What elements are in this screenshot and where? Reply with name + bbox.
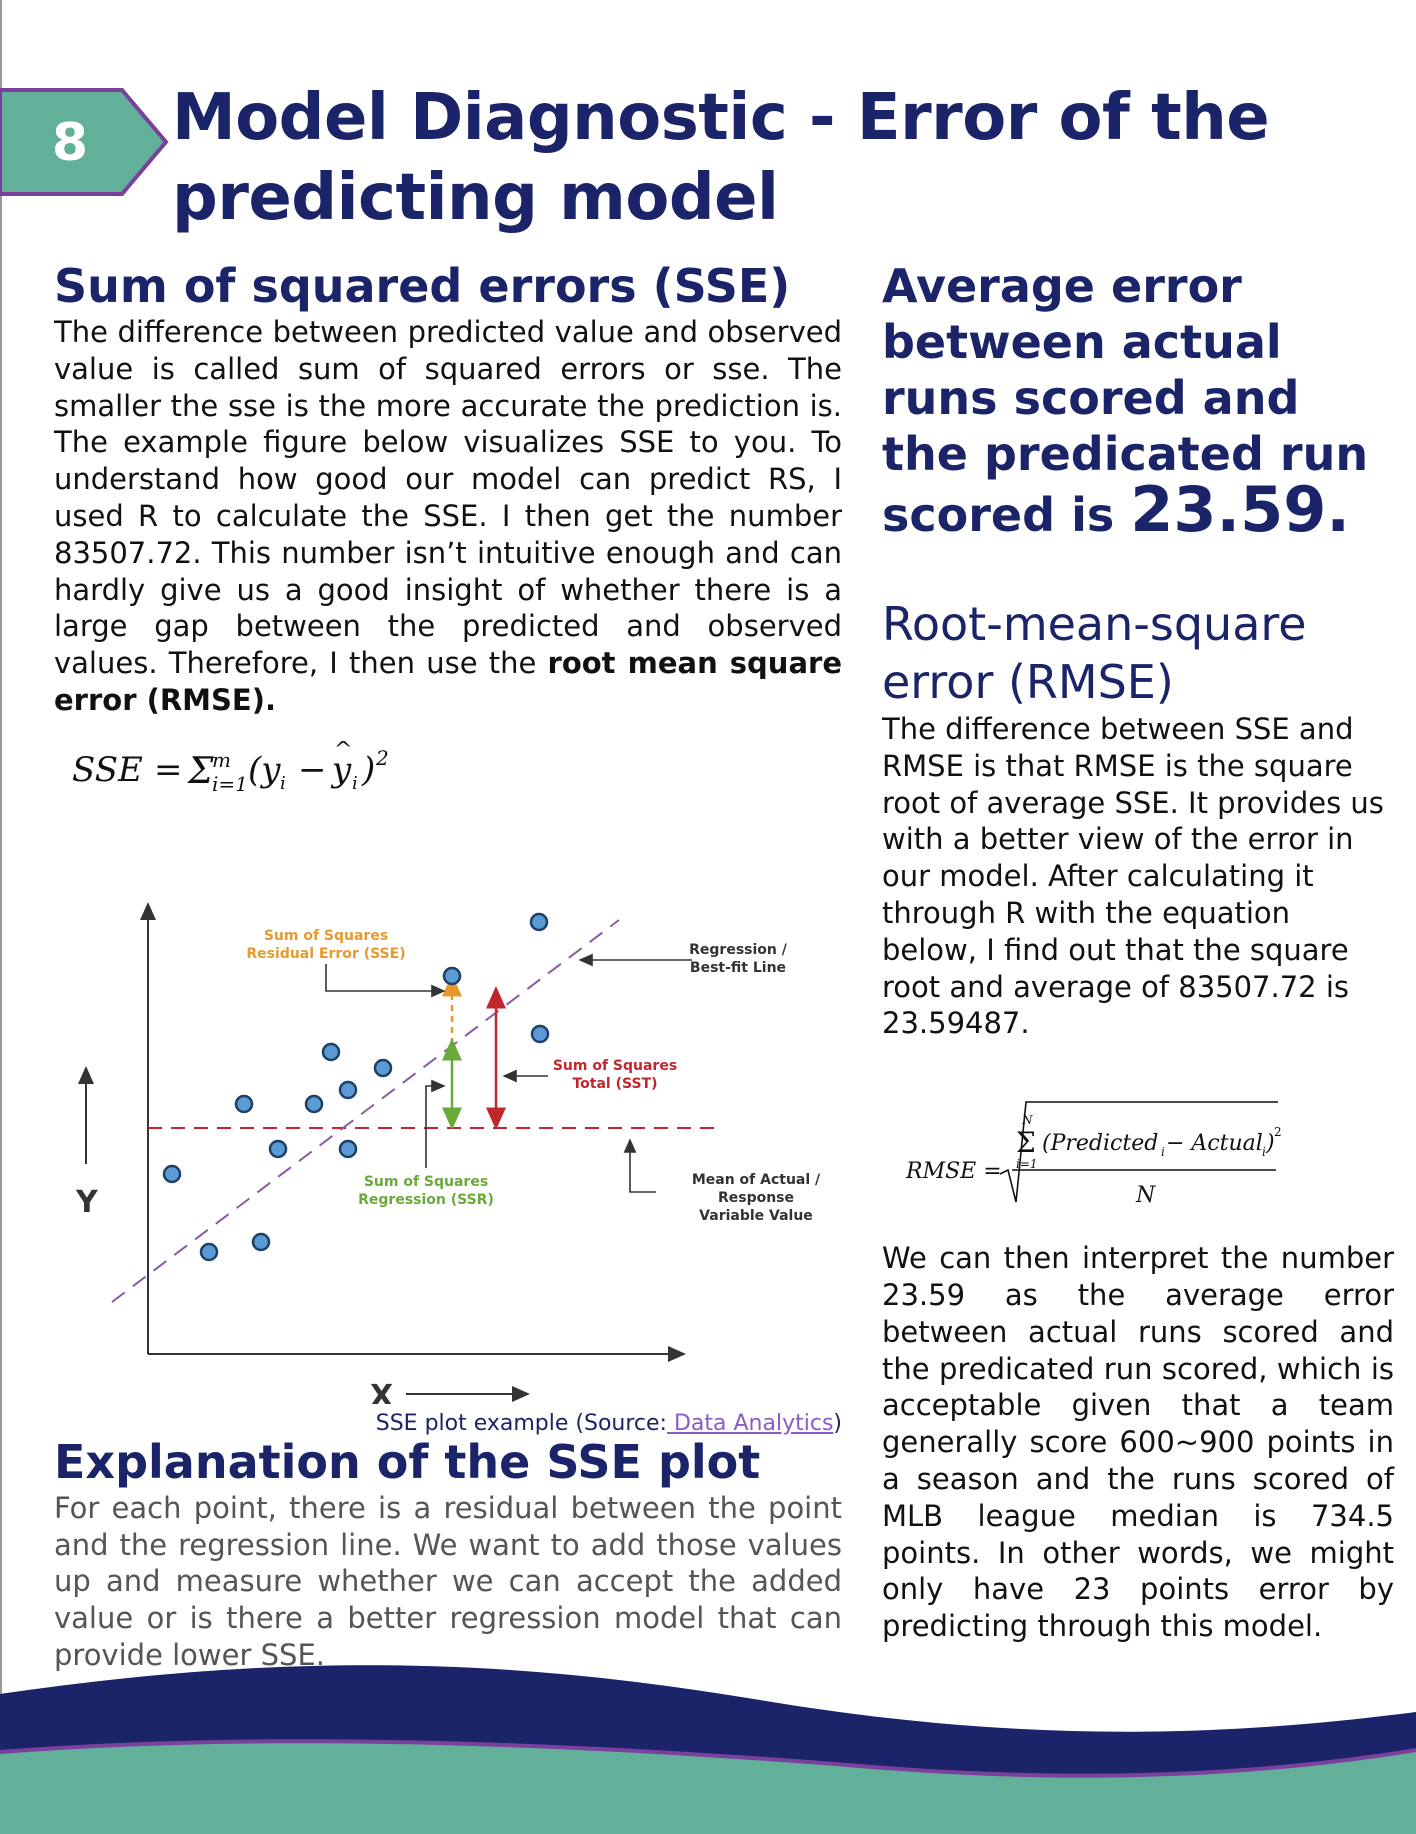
caption-prefix: SSE plot example (Source: <box>375 1410 667 1436</box>
data-point <box>199 1242 219 1262</box>
svg-text:(y: (y <box>248 750 281 790</box>
ssr-label-line1: Sum of Squares <box>364 1174 488 1190</box>
rmse-equation: RMSE = N Σ i=1 (Predicted i − Actual i )… <box>882 1082 1394 1232</box>
explanation-paragraph: For each point, there is a residual betw… <box>54 1490 842 1672</box>
figure-caption: SSE plot example (Source: Data Analytics… <box>376 1411 842 1436</box>
sst-label-line2: Total (SST) <box>572 1076 657 1092</box>
rmse-eq-power: 2 <box>1274 1125 1282 1139</box>
rmse-eq-minus-actual: − Actual <box>1166 1131 1263 1156</box>
caption-source-link[interactable]: Data Analytics <box>666 1410 834 1436</box>
svg-text:2: 2 <box>375 746 389 770</box>
sst-label-line1: Sum of Squares <box>553 1058 677 1074</box>
caption-suffix: ) <box>833 1410 842 1436</box>
page-edge-rule <box>0 0 2 1834</box>
data-point <box>234 1094 254 1114</box>
average-error-text: Average error between actual runs scored… <box>882 259 1369 542</box>
data-point <box>373 1058 393 1078</box>
page-number: 8 <box>52 113 88 173</box>
rmse-eq-sum-top: N <box>1021 1113 1033 1127</box>
page-title-line2: predicting model <box>172 161 779 235</box>
regression-label-line2: Best-fit Line <box>690 960 786 976</box>
data-point <box>251 1232 271 1252</box>
svg-text:=: = <box>154 750 183 790</box>
data-point <box>530 1024 550 1044</box>
sse-heading: Sum of squared errors (SSE) <box>54 259 791 313</box>
page-number-badge: 8 <box>0 88 169 196</box>
svg-text:SSE: SSE <box>72 750 143 790</box>
svg-text:Σ: Σ <box>186 751 214 792</box>
x-axis-label: X <box>370 1379 393 1404</box>
rmse-eq-sigma: Σ <box>1016 1126 1036 1159</box>
rmse-eq-numerator: (Predicted <box>1042 1131 1158 1156</box>
rmse-eq-denominator: N <box>1135 1183 1156 1208</box>
data-point <box>304 1094 324 1114</box>
right-column: Average error between actual runs scored… <box>882 258 1394 1645</box>
rmse-interpretation: We can then interpret the number 23.59 a… <box>882 1241 1394 1644</box>
rmse-heading: Root-mean-square error (RMSE) <box>882 595 1394 711</box>
data-points <box>162 912 550 1262</box>
sse-label-line2: Residual Error (SSE) <box>246 946 405 962</box>
sse-formula: SSE = Σ m i=1 (y i − y ^ i ) 2 <box>72 738 842 810</box>
svg-text:−: − <box>298 750 327 790</box>
y-axis-label: Y <box>75 1185 99 1220</box>
svg-text:m: m <box>212 748 231 772</box>
mean-leader-line <box>623 1138 656 1193</box>
average-error-callout: Average error between actual runs scored… <box>882 258 1394 543</box>
sse-paragraph-bold: root mean square error (RMSE). <box>54 646 842 717</box>
svg-text:i: i <box>352 773 358 794</box>
rmse-eq-sum-bottom: i=1 <box>1016 1157 1038 1171</box>
rmse-eq-lhs: RMSE = <box>905 1159 1002 1184</box>
rmse-heading-line1: Root-mean-square <box>882 597 1307 651</box>
rmse-eq-close: ) <box>1265 1131 1275 1156</box>
data-point <box>268 1139 288 1159</box>
rmse-paragraph: The difference between SSE and RMSE is t… <box>882 712 1384 1041</box>
rmse-heading-line2: error (RMSE) <box>882 655 1174 709</box>
explanation-heading: Explanation of the SSE plot <box>54 1434 761 1489</box>
rmse-eq-num-sub: i <box>1161 1145 1165 1159</box>
sse-plot-figure: Y X <box>54 824 842 1436</box>
sse-label-line1: Sum of Squares <box>264 928 388 944</box>
sse-paragraph: The difference between predicted value a… <box>54 314 842 719</box>
rmse-eq-actual-sub: i <box>1262 1145 1266 1159</box>
data-point <box>321 1042 341 1062</box>
rmse-eq-radical <box>999 1101 1278 1203</box>
mean-label-line2: Response <box>718 1190 794 1206</box>
mean-label-line1: Mean of Actual / <box>692 1172 821 1188</box>
data-point <box>162 1164 182 1184</box>
svg-text:): ) <box>361 750 375 790</box>
data-point <box>338 1080 358 1100</box>
sse-plot-svg: Y X <box>75 901 821 1414</box>
footer-wave <box>0 1665 1416 1834</box>
sse-paragraph-text: The difference between predicted value a… <box>54 315 842 681</box>
page-title-line1: Model Diagnostic - Error of the <box>172 81 1270 155</box>
left-column: Sum of squared errors (SSE) The differen… <box>54 258 842 1674</box>
svg-text:y: y <box>330 750 352 790</box>
ssr-leader-line <box>425 1079 446 1168</box>
svg-text:^: ^ <box>334 741 352 763</box>
regression-label-line1: Regression / <box>689 942 788 958</box>
rmse-equation-svg: RMSE = N Σ i=1 (Predicted i − Actual i )… <box>905 1101 1282 1208</box>
data-point <box>338 1139 358 1159</box>
svg-text:i: i <box>280 773 286 794</box>
sse-formula-svg: SSE = Σ m i=1 (y i − y ^ i ) 2 <box>72 738 389 796</box>
data-point <box>529 912 549 932</box>
page-title: Model Diagnostic - Error of the predicti… <box>172 78 1272 238</box>
svg-text:i=1: i=1 <box>212 772 248 796</box>
average-error-value: 23.59. <box>1130 473 1350 546</box>
regression-line <box>111 918 620 1303</box>
mean-label-line3: Variable Value <box>699 1208 813 1224</box>
sse-leader-line <box>325 963 446 998</box>
ssr-label-line2: Regression (SSR) <box>358 1192 494 1208</box>
data-point <box>442 966 462 986</box>
